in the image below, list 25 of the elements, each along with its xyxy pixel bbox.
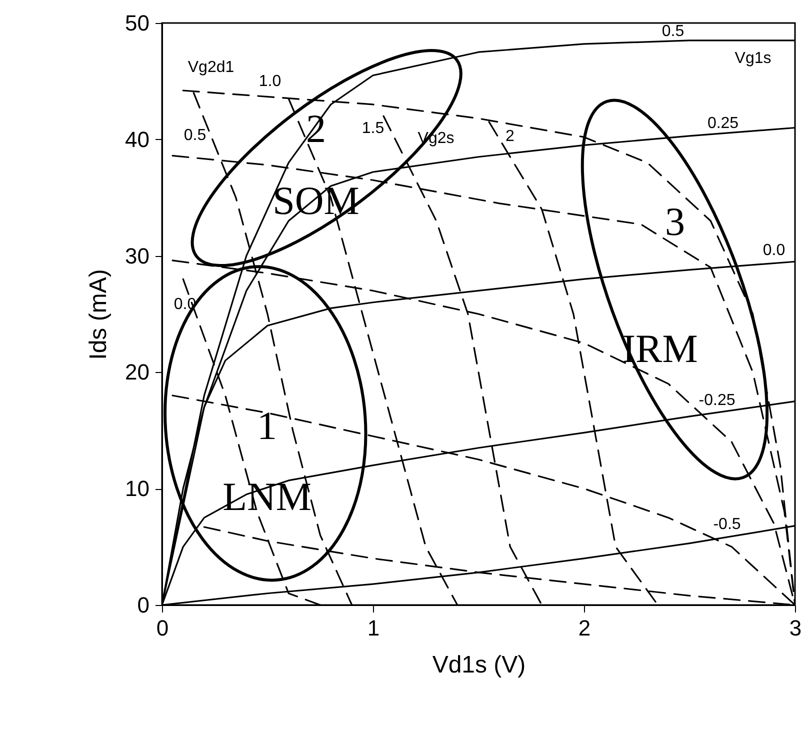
y-tick-label: 20	[125, 360, 150, 385]
annotation: Vg1s	[734, 50, 772, 67]
annotation: 1	[257, 403, 277, 448]
annotation: Vg2d1	[188, 59, 234, 76]
x-tick-label: 0	[156, 616, 169, 640]
x-tick-label: 1	[367, 616, 380, 640]
annotation: 3	[665, 199, 685, 244]
annotation: 2	[506, 128, 515, 145]
annotation: 0.0	[762, 242, 786, 259]
annotation: 0.5	[184, 127, 206, 144]
x-tick-label: 2	[578, 616, 591, 640]
y-axis-title: Ids (mA)	[85, 269, 112, 360]
y-tick-label: 10	[125, 476, 150, 502]
annotation: -0.25	[698, 392, 736, 409]
y-tick-label: 40	[125, 126, 150, 152]
annotation: 0.5	[662, 23, 684, 40]
annotation: 0.25	[707, 115, 739, 132]
x-tick-label: 3	[789, 616, 802, 640]
annotation: -0.5	[713, 516, 741, 533]
y-tick-label: 0	[137, 592, 150, 618]
y-tick-label: 50	[125, 10, 150, 36]
x-axis-title: Vd1s (V)	[432, 652, 526, 678]
annotation: 1.0	[258, 73, 282, 90]
y-tick-label: 30	[125, 243, 150, 268]
annotation: 1.5	[362, 120, 384, 137]
